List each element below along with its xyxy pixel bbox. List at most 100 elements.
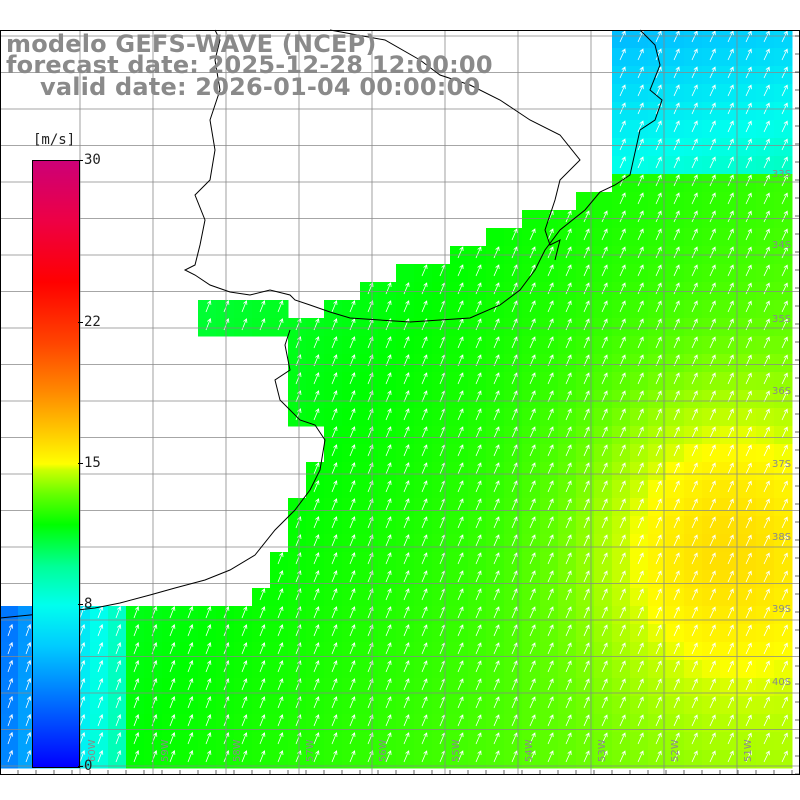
wind-arrow xyxy=(457,300,464,313)
wind-arrow xyxy=(547,246,554,259)
wind-arrow xyxy=(655,552,662,565)
wind-arrow xyxy=(529,372,536,385)
wind-arrow xyxy=(25,623,32,637)
colorbar-tick-label: 30 xyxy=(84,152,101,168)
wind-arrow xyxy=(745,732,752,745)
wind-arrow xyxy=(457,372,464,385)
wind-arrow xyxy=(511,552,518,565)
wind-arrow xyxy=(115,696,122,709)
wind-arrow xyxy=(691,444,698,457)
wind-arrow xyxy=(781,426,788,439)
wind-arrow xyxy=(421,552,428,565)
wind-arrow xyxy=(529,678,536,691)
wind-arrow xyxy=(565,750,572,763)
wind-arrow xyxy=(727,102,734,115)
wind-arrow xyxy=(187,678,194,691)
wind-arrow xyxy=(493,426,500,439)
wind-arrow xyxy=(97,732,104,745)
wind-arrow xyxy=(349,408,356,421)
wind-arrow xyxy=(637,696,644,709)
wind-arrow xyxy=(313,336,320,349)
wind-arrow xyxy=(637,228,644,241)
wind-arrow xyxy=(547,372,554,385)
wind-arrow xyxy=(547,228,554,241)
wind-arrow xyxy=(475,426,482,439)
wind-arrow xyxy=(79,714,86,727)
wind-arrow xyxy=(493,552,500,565)
wind-arrow xyxy=(781,750,788,763)
wind-arrow xyxy=(583,264,590,277)
wind-arrow xyxy=(655,714,662,727)
wind-arrow xyxy=(493,678,500,691)
wind-arrow xyxy=(709,642,716,655)
wind-arrow xyxy=(655,678,662,691)
wind-arrow xyxy=(709,480,716,493)
wind-arrow xyxy=(583,246,590,259)
wind-arrow xyxy=(619,570,626,583)
wind-arrow xyxy=(403,570,410,583)
wind-arrow xyxy=(457,624,464,637)
wind-arrow xyxy=(655,732,662,745)
wind-arrow xyxy=(763,390,770,403)
wind-arrow xyxy=(403,534,410,547)
wind-arrow xyxy=(475,408,482,421)
wind-arrow xyxy=(637,444,644,457)
wind-arrow xyxy=(637,48,644,61)
wind-arrow xyxy=(493,624,500,637)
wind-arrow xyxy=(295,372,302,385)
wind-arrow xyxy=(25,641,32,655)
longitude-label: 54W xyxy=(524,739,535,762)
wind-arrow xyxy=(637,246,644,259)
wind-arrow xyxy=(763,660,770,673)
wind-arrow xyxy=(691,372,698,385)
wind-arrow xyxy=(331,642,338,655)
colorbar-tick-label: 8 xyxy=(84,596,93,613)
wind-arrow xyxy=(745,84,752,97)
wind-arrow xyxy=(385,444,392,457)
wind-arrow xyxy=(691,498,698,511)
wind-arrow xyxy=(709,264,716,277)
wind-arrow xyxy=(187,660,194,673)
wind-arrow xyxy=(619,228,626,241)
wind-arrow xyxy=(25,731,32,745)
wind-arrow xyxy=(277,750,284,763)
wind-arrow xyxy=(655,210,662,223)
wind-arrow xyxy=(745,174,752,187)
wind-arrow xyxy=(331,480,338,493)
wind-arrow xyxy=(493,462,500,475)
wind-arrow xyxy=(781,588,788,601)
wind-arrow xyxy=(673,660,680,673)
wind-arrow xyxy=(205,714,212,727)
wind-arrow xyxy=(763,480,770,493)
wind-arrow xyxy=(421,282,428,295)
wind-arrow xyxy=(79,696,86,709)
wind-arrow xyxy=(547,732,554,745)
wind-arrow xyxy=(133,732,140,745)
forecast-date: forecast date: 2025-12-28 12:00:00 xyxy=(6,51,493,79)
wind-arrow xyxy=(691,588,698,601)
wind-arrow xyxy=(727,516,734,529)
wind-arrow xyxy=(637,390,644,403)
wind-arrow xyxy=(565,282,572,295)
latitude-label: 38S xyxy=(772,532,791,543)
wind-arrow xyxy=(709,192,716,205)
wind-arrow xyxy=(79,624,86,637)
wind-arrow xyxy=(619,84,626,97)
wind-arrow xyxy=(655,372,662,385)
wind-arrow xyxy=(709,372,716,385)
wind-arrow xyxy=(709,246,716,259)
wind-arrow xyxy=(187,642,194,655)
lat-lon-grid xyxy=(0,30,800,775)
wind-arrow xyxy=(313,606,320,619)
wind-arrow xyxy=(781,48,788,61)
wind-arrow xyxy=(475,570,482,583)
wind-arrow xyxy=(673,498,680,511)
wind-arrow xyxy=(403,732,410,745)
wind-arrow xyxy=(421,606,428,619)
wind-arrow xyxy=(547,480,554,493)
wind-arrow xyxy=(331,750,338,763)
wind-arrow xyxy=(385,606,392,619)
wind-arrow xyxy=(637,210,644,223)
wind-arrow xyxy=(709,606,716,619)
wind-arrow xyxy=(475,516,482,529)
